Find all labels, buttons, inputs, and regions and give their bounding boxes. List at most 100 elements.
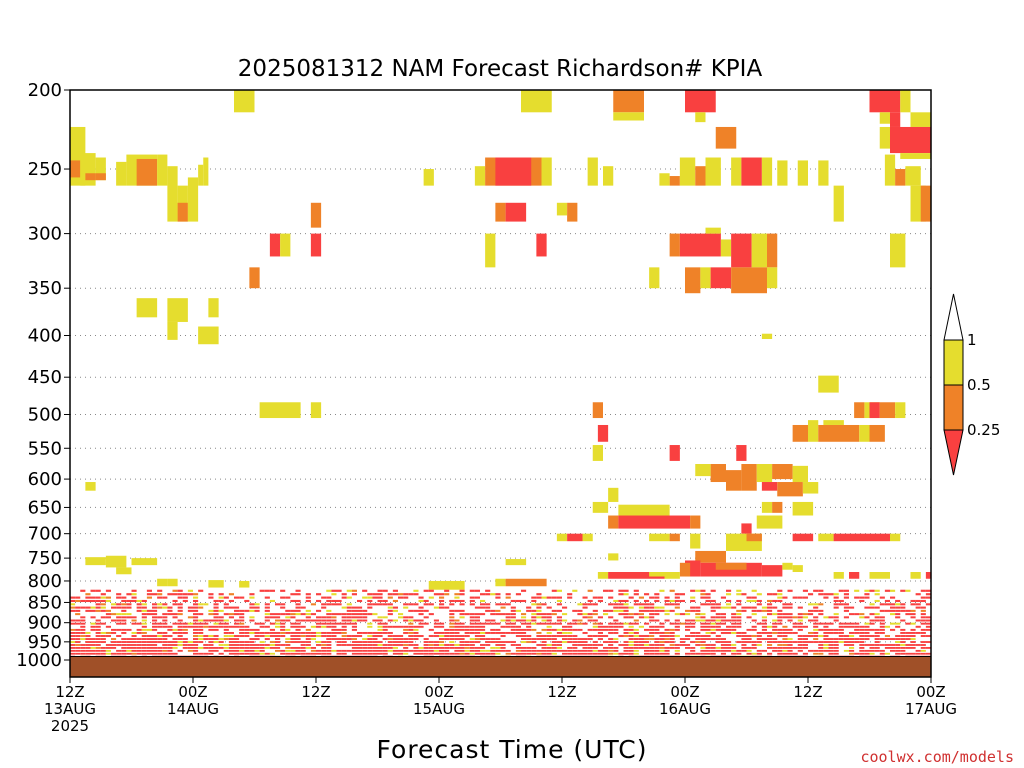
ri-cell: [767, 647, 773, 649]
ri-cell: [818, 603, 824, 606]
ri-cell: [408, 593, 414, 596]
ri-cell: [890, 613, 896, 616]
ri-cell: [797, 649, 803, 652]
ri-cell: [556, 596, 562, 599]
ri-cell: [874, 632, 880, 634]
x-tick-label: 14AUG: [167, 700, 219, 718]
ri-cell: [264, 613, 270, 616]
ri-cell: [234, 596, 240, 599]
ri-cell: [331, 628, 337, 631]
ri-cell: [797, 616, 803, 619]
ri-cell: [177, 593, 183, 596]
ri-cell: [423, 644, 429, 646]
ri-cell: [310, 402, 322, 419]
ri-cell: [669, 589, 675, 592]
ri-cell: [454, 649, 460, 652]
ri-cell: [249, 267, 260, 289]
ri-cell: [695, 464, 711, 477]
ri-cell: [387, 619, 393, 622]
ri-cell: [710, 628, 716, 631]
ri-cell: [515, 599, 521, 603]
ri-cell: [659, 173, 670, 186]
ri-cell: [577, 641, 583, 643]
y-tick-label: 500: [28, 405, 62, 426]
ri-cell: [485, 606, 491, 609]
ri-cell: [895, 638, 901, 640]
ri-cell: [100, 606, 106, 609]
ri-cell: [782, 638, 788, 640]
ri-cell: [285, 619, 291, 622]
ri-cell: [761, 606, 767, 609]
ri-cell: [731, 649, 737, 652]
ri-cell: [890, 649, 896, 652]
ri-cell: [823, 628, 829, 631]
ri-cell: [577, 638, 583, 640]
ri-cell: [777, 647, 783, 649]
ri-cell: [85, 482, 96, 491]
ri-cell: [341, 638, 347, 640]
ri-cell: [521, 647, 527, 649]
ri-cell: [618, 622, 624, 625]
ri-cell: [75, 644, 81, 646]
ri-cell: [336, 644, 342, 646]
ri-cell: [664, 647, 670, 649]
x-tick-label: 00Z: [424, 683, 453, 701]
ri-cell: [546, 652, 552, 655]
ri-cell: [905, 166, 921, 186]
ri-cell: [710, 622, 716, 625]
ri-cell: [490, 613, 496, 616]
ri-cell: [213, 603, 219, 606]
ri-cell: [767, 625, 773, 628]
ri-cell: [541, 613, 547, 616]
ri-cell: [310, 649, 316, 652]
ri-cell: [70, 622, 76, 625]
ri-cell: [618, 606, 624, 609]
ri-cell: [531, 649, 537, 652]
ri-cell: [910, 599, 916, 603]
ri-cell: [818, 647, 824, 649]
ri-cell: [162, 649, 168, 652]
ri-cell: [316, 652, 322, 655]
ri-cell: [628, 652, 634, 655]
ri-cell: [85, 635, 91, 637]
ri-cell: [351, 628, 357, 631]
ri-cell: [751, 652, 757, 655]
ri-cell: [316, 632, 322, 634]
ri-cell: [121, 638, 127, 640]
ri-cell: [418, 599, 424, 603]
ri-cell: [638, 647, 644, 649]
ri-cell: [746, 649, 752, 652]
ri-cell: [531, 641, 537, 643]
ri-cell: [874, 616, 880, 619]
ri-cell: [162, 641, 168, 643]
ri-cell: [715, 638, 721, 640]
ri-cell: [767, 641, 773, 643]
ri-cell: [910, 112, 931, 127]
ri-cell: [720, 239, 732, 257]
ri-cell: [310, 635, 316, 637]
ri-cell: [121, 596, 127, 599]
ri-cell: [582, 533, 593, 542]
ri-cell: [879, 619, 885, 622]
ri-cell: [869, 647, 875, 649]
ri-cell: [823, 649, 829, 652]
ri-cell: [710, 589, 716, 592]
ri-cell: [141, 644, 147, 646]
ri-cell: [418, 647, 424, 649]
ri-cell: [664, 599, 670, 603]
ri-cell: [777, 652, 783, 655]
ri-cell: [521, 638, 527, 640]
ri-cell: [310, 233, 322, 257]
ri-cell: [567, 649, 573, 652]
ri-cell: [592, 501, 609, 513]
ri-cell: [510, 632, 516, 634]
ri-cell: [305, 638, 311, 640]
ri-cell: [556, 589, 562, 592]
ri-cell: [392, 652, 398, 655]
ri-cell: [582, 596, 588, 599]
ri-cell: [608, 622, 614, 625]
ri-cell: [249, 609, 255, 612]
ri-cell: [485, 233, 496, 268]
ri-cell: [756, 632, 762, 634]
ri-cell: [649, 638, 655, 640]
